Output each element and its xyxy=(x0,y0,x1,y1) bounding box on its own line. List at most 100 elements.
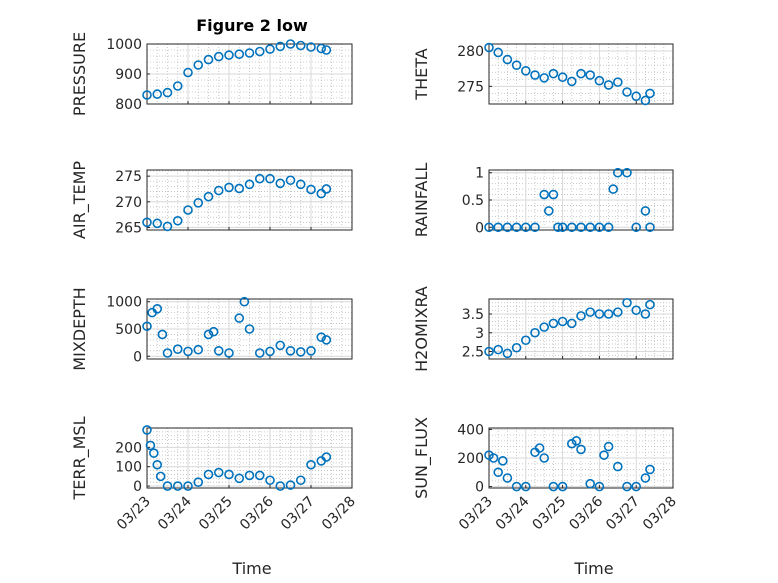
data-point xyxy=(484,222,494,233)
x-tick-label: 03/26 xyxy=(237,493,277,533)
data-point xyxy=(612,77,623,87)
data-point xyxy=(511,60,522,70)
data-point xyxy=(254,46,265,57)
data-point xyxy=(520,66,531,76)
data-point xyxy=(244,48,255,58)
data-point xyxy=(566,222,577,233)
data-point xyxy=(213,51,224,62)
data-point xyxy=(530,70,540,80)
subplot-4: 0 0.5 1 RAINFALL xyxy=(412,163,674,238)
y-tick-label: 800 xyxy=(115,97,142,113)
data-point xyxy=(285,480,296,490)
data-point xyxy=(306,459,316,470)
data-point xyxy=(234,183,245,194)
data-point xyxy=(631,91,642,102)
data-point xyxy=(530,327,540,338)
data-point xyxy=(295,179,306,190)
data-point xyxy=(213,185,224,196)
data-point xyxy=(640,309,651,319)
data-point xyxy=(539,322,550,332)
data-point xyxy=(576,68,586,79)
data-point xyxy=(645,299,655,310)
data-point xyxy=(599,450,609,460)
data-point xyxy=(502,54,513,65)
data-point xyxy=(539,189,550,200)
y-tick-label: 0.5 xyxy=(462,193,484,209)
y-axis-label: RAINFALL xyxy=(412,163,431,238)
x-tick-label: 03/25 xyxy=(530,494,570,534)
data-point xyxy=(603,309,614,319)
data-point xyxy=(321,184,332,194)
data-point xyxy=(622,87,632,97)
data-point xyxy=(585,222,596,233)
data-point xyxy=(285,346,296,356)
data-point xyxy=(234,313,245,323)
data-point xyxy=(645,88,655,99)
data-point xyxy=(183,205,193,215)
data-point xyxy=(306,184,316,195)
data-point xyxy=(571,436,582,446)
data-point xyxy=(557,481,568,492)
data-point xyxy=(152,304,163,314)
y-tick-label: 0 xyxy=(475,220,484,236)
axes-box xyxy=(146,427,353,489)
data-point xyxy=(203,469,214,480)
data-point xyxy=(224,348,234,358)
data-point xyxy=(566,318,577,329)
y-tick-label: 200 xyxy=(115,440,142,456)
data-point xyxy=(224,50,234,60)
data-point xyxy=(557,72,568,82)
data-point xyxy=(295,475,306,486)
data-point xyxy=(183,67,193,78)
data-point xyxy=(488,453,499,463)
subplot-2: 275 280 THETA xyxy=(412,42,674,106)
data-point xyxy=(548,189,559,200)
data-point xyxy=(149,448,159,458)
y-tick-label: 100 xyxy=(115,460,142,476)
data-point xyxy=(193,477,204,487)
data-point xyxy=(640,206,651,216)
data-point xyxy=(203,191,214,202)
data-point xyxy=(321,452,332,462)
subplot-5: 0 500 1000 MIXDEPTH xyxy=(70,287,353,371)
data-point xyxy=(203,54,214,65)
data-point xyxy=(548,68,559,79)
data-point xyxy=(321,45,332,55)
y-tick-label: 3.5 xyxy=(462,307,484,323)
data-point xyxy=(594,481,605,492)
data-point xyxy=(576,311,586,321)
x-tick-label: 03/27 xyxy=(278,494,318,534)
y-tick-label: 270 xyxy=(115,195,142,211)
data-point xyxy=(316,332,327,342)
y-axis-label: THETA xyxy=(412,48,431,100)
x-tick-label: 03/26 xyxy=(566,493,606,533)
data-point xyxy=(493,47,504,58)
data-point xyxy=(622,167,632,178)
data-point xyxy=(172,81,183,91)
data-point xyxy=(254,470,265,481)
data-point xyxy=(157,329,168,340)
data-point xyxy=(208,326,219,337)
data-point xyxy=(493,467,504,478)
y-tick-label: 500 xyxy=(115,322,142,338)
data-point xyxy=(244,470,255,481)
axes-box xyxy=(488,169,674,231)
data-point xyxy=(539,453,550,463)
data-point xyxy=(295,40,306,51)
data-point xyxy=(520,222,531,233)
x-tick-label: 03/23 xyxy=(456,494,496,534)
axes-box xyxy=(146,43,353,105)
data-point xyxy=(155,471,166,482)
data-point xyxy=(172,344,183,354)
data-point xyxy=(285,175,296,186)
data-point xyxy=(265,173,275,184)
y-tick-label: 280 xyxy=(457,44,484,60)
data-point xyxy=(594,309,605,319)
data-point xyxy=(594,75,605,86)
data-point xyxy=(244,179,255,190)
data-point xyxy=(622,481,632,492)
data-point xyxy=(603,441,614,452)
data-point xyxy=(285,39,296,49)
data-point xyxy=(576,444,586,455)
